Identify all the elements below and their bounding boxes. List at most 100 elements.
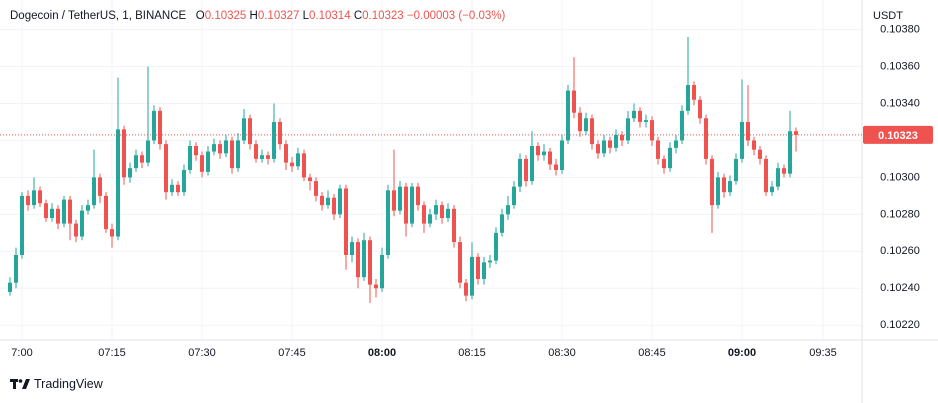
candle-body: [530, 145, 534, 182]
candle-body: [158, 110, 162, 145]
candle-body: [194, 145, 198, 156]
candle-body: [518, 158, 522, 187]
candle-body: [686, 85, 690, 111]
candle-body: [122, 129, 126, 178]
candle-body: [8, 282, 12, 292]
y-tick-label: 0.10280: [880, 208, 920, 220]
candle-body: [398, 186, 402, 211]
candle-body: [314, 181, 318, 196]
candle-body: [494, 232, 498, 261]
candle-body: [548, 151, 552, 165]
candle-body: [308, 177, 312, 182]
candle-body: [662, 158, 666, 169]
candle-body: [458, 242, 462, 283]
candle-body: [254, 144, 258, 159]
candle-body: [368, 240, 372, 285]
candle-body: [260, 155, 264, 159]
candle-body: [716, 177, 720, 206]
candle-body: [602, 140, 606, 154]
candle-body: [440, 205, 444, 219]
currency-bg: [866, 6, 936, 24]
candle-body: [92, 177, 96, 206]
brand-name: TradingView: [34, 377, 103, 391]
price-tag-label: 0.10323: [878, 130, 918, 142]
candle-body: [698, 99, 702, 119]
candle-body: [668, 147, 672, 169]
candle-body: [110, 229, 114, 237]
candle-body: [134, 155, 138, 169]
candle-body: [476, 256, 480, 280]
candle-body: [578, 112, 582, 132]
candle-body: [50, 208, 54, 219]
candle-body: [68, 199, 72, 224]
candle-body: [284, 144, 288, 163]
candle-body: [572, 90, 576, 113]
candle-body: [446, 208, 450, 219]
candle-body: [266, 155, 270, 159]
candle-body: [704, 118, 708, 159]
candle-body: [218, 144, 222, 154]
candle-body: [86, 205, 90, 211]
candle-body: [542, 151, 546, 156]
candle-body: [554, 164, 558, 170]
candle-body: [734, 158, 738, 182]
candle-body: [608, 140, 612, 148]
candle-body: [80, 210, 84, 237]
candle-body: [596, 144, 600, 154]
candle-body: [302, 153, 306, 178]
candle-body: [746, 121, 750, 141]
candle-body: [338, 188, 342, 215]
candle-body: [512, 186, 516, 206]
candle-body: [326, 197, 330, 206]
price-tag: [863, 125, 933, 144]
x-tick-label: 08:00: [368, 347, 396, 359]
candle-body: [692, 85, 696, 100]
candle-body: [170, 184, 174, 193]
candle-body: [560, 140, 564, 170]
symbol-title: Dogecoin / TetherUS, 1, BINANCE: [10, 10, 187, 22]
candle-body: [632, 110, 636, 119]
candle-body: [272, 121, 276, 159]
y-tick-label: 0.10240: [880, 282, 920, 294]
legend-value: 0.10314: [309, 10, 351, 22]
candle-body: [98, 177, 102, 196]
legend: Dogecoin / TetherUS, 1, BINANCE O0.10325…: [10, 10, 505, 22]
candle-body: [650, 120, 654, 141]
candle-body: [200, 155, 204, 172]
x-tick-label: 09:35: [809, 347, 837, 359]
candle-body: [146, 140, 150, 163]
candle-body: [488, 260, 492, 263]
candle-body: [536, 145, 540, 156]
candle-body: [638, 110, 642, 122]
candle-body: [614, 134, 618, 148]
y-tick-label: 0.10300: [880, 171, 920, 183]
candle-body: [74, 223, 78, 237]
legend-value: 0.10323: [362, 10, 404, 22]
legend-label: L: [302, 10, 310, 22]
x-tick-label: 07:45: [278, 347, 306, 359]
y-tick-label: 0.10380: [880, 23, 920, 35]
candle-body: [230, 140, 234, 169]
candle-body: [44, 203, 48, 219]
candle-body: [182, 170, 186, 193]
candle-body: [740, 121, 744, 159]
x-tick-label: 08:15: [458, 347, 486, 359]
candle-body: [626, 118, 630, 141]
x-tick-label: 08:45: [638, 347, 666, 359]
candle-body: [212, 144, 216, 152]
candle-body: [248, 118, 252, 145]
brand[interactable]: TradingView: [10, 377, 103, 391]
y-tick-label: 0.10340: [880, 97, 920, 109]
brand-logo: [10, 379, 30, 389]
candle-body: [152, 110, 156, 141]
candle-body: [464, 282, 468, 296]
legend-label: C: [353, 10, 363, 22]
candle-body: [380, 255, 384, 289]
candle-body: [722, 177, 726, 193]
y-tick-label: 0.10260: [880, 245, 920, 257]
candle-body: [482, 262, 486, 280]
candle-body: [524, 158, 528, 182]
candle-body: [656, 140, 660, 159]
candle-body: [776, 168, 780, 187]
